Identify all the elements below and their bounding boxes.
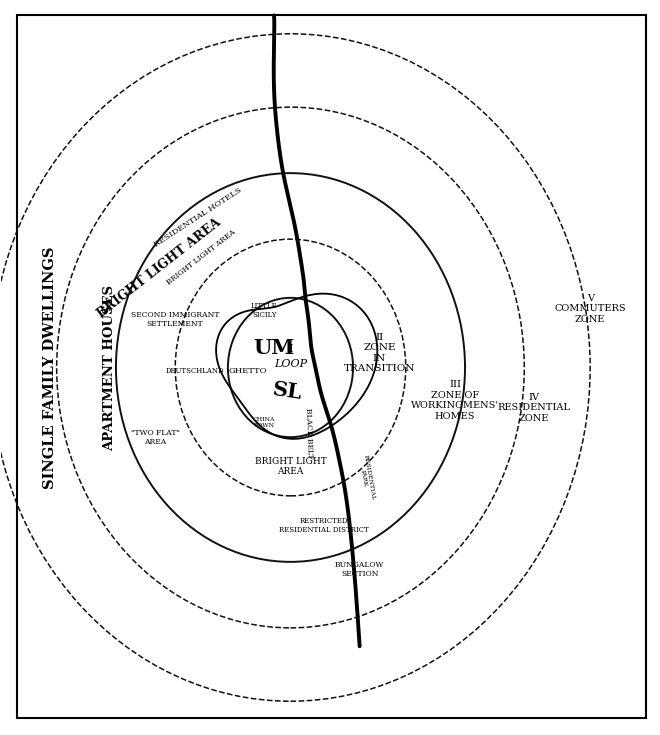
Text: V
COMMUTERS
ZONE: V COMMUTERS ZONE [554,294,626,323]
Text: RESIDENTIAL
PARK: RESIDENTIAL PARK [357,454,376,501]
Text: GHETTO: GHETTO [228,368,267,375]
Text: BRIGHT LIGHT AREA: BRIGHT LIGHT AREA [94,216,223,320]
Text: RESIDENTIAL HOTELS: RESIDENTIAL HOTELS [153,186,244,248]
Text: SECOND IMMIGRANT
SETTLEMENT: SECOND IMMIGRANT SETTLEMENT [131,311,220,329]
Text: BLACK BELT: BLACK BELT [304,408,313,459]
Text: IV
RESIDENTIAL
ZONE: IV RESIDENTIAL ZONE [498,393,571,423]
Text: APARTMENT HOUSES: APARTMENT HOUSES [103,284,116,451]
Text: UM: UM [253,337,295,358]
Text: "TWO FLAT"
AREA: "TWO FLAT" AREA [131,429,180,446]
Text: DEUTSCHLAND: DEUTSCHLAND [166,368,224,375]
Text: LITTLE
SICILY: LITTLE SICILY [251,301,277,319]
Text: BRIGHT LIGHT AREA: BRIGHT LIGHT AREA [166,228,238,287]
Text: LOOP: LOOP [274,359,307,369]
FancyBboxPatch shape [17,15,646,718]
Text: II
ZONE
IN
TRANSITION: II ZONE IN TRANSITION [344,333,415,373]
Text: SL: SL [271,379,304,403]
Text: RESTRICTED
RESIDENTIAL DISTRICT: RESTRICTED RESIDENTIAL DISTRICT [279,517,368,534]
Text: I: I [288,344,293,354]
Text: SINGLE FAMILY DWELLINGS: SINGLE FAMILY DWELLINGS [43,246,57,489]
Text: BUNGALOW
SECTION: BUNGALOW SECTION [335,561,384,578]
Text: CHINA
TOWN: CHINA TOWN [253,417,275,428]
Text: BRIGHT LIGHT
AREA: BRIGHT LIGHT AREA [255,457,326,476]
Text: III
ZONE OF
WORKINGMENS'
HOMES: III ZONE OF WORKINGMENS' HOMES [411,381,499,420]
